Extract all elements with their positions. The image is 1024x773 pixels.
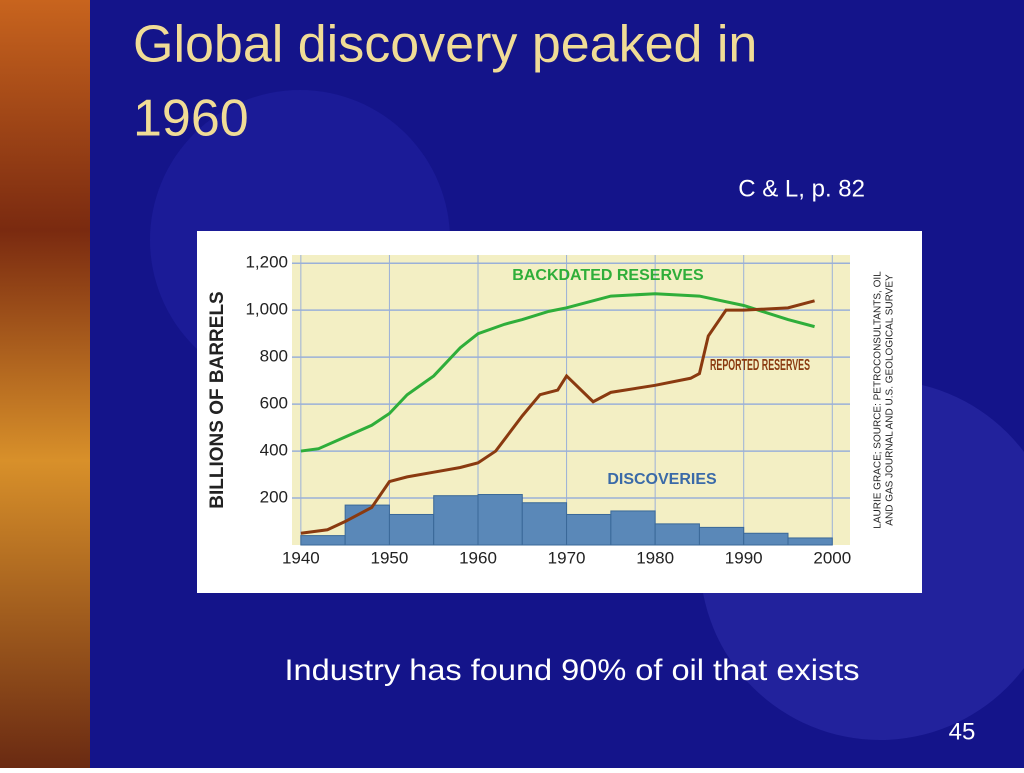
citation: C & L, p. 82 xyxy=(738,175,865,202)
discovery-bar xyxy=(743,532,789,546)
page-number: 45 xyxy=(949,718,976,745)
x-tick-label: 1970 xyxy=(548,548,586,567)
x-tick-label: 1960 xyxy=(459,548,497,567)
y-tick-label: 1,200 xyxy=(245,253,288,272)
discovery-bar xyxy=(521,502,568,546)
discovery-bar xyxy=(300,535,346,546)
x-tick-label: 1990 xyxy=(725,548,763,567)
source-note: AND GAS JOURNAL AND U.S. GEOLOGICAL SURV… xyxy=(885,274,896,526)
y-tick-label: 400 xyxy=(260,441,288,460)
x-tick-label: 1950 xyxy=(371,548,409,567)
series-label: REPORTED RESERVES xyxy=(710,357,810,374)
y-axis-label: BILLIONS OF BARRELS xyxy=(207,291,228,508)
series-line xyxy=(300,299,815,535)
discovery-bar xyxy=(787,537,833,546)
series-label: BACKDATED RESERVES xyxy=(512,267,704,284)
slide-title: 1960 xyxy=(133,90,249,148)
x-tick-label: 1980 xyxy=(636,548,674,567)
plot-area xyxy=(292,255,850,545)
caption: Industry has found 90% of oil that exist… xyxy=(285,654,860,687)
discovery-bar xyxy=(388,513,435,546)
discovery-bar xyxy=(433,495,479,546)
y-tick-label: 600 xyxy=(260,394,288,413)
y-tick-label: 800 xyxy=(260,347,288,366)
discovery-bar xyxy=(610,510,656,546)
source-note: LAURIE GRACE; SOURCE: PETROCONSULTANTS, … xyxy=(873,271,884,529)
discovery-bar xyxy=(566,513,612,546)
y-tick-label: 1,000 xyxy=(245,300,288,319)
discovery-bar xyxy=(654,523,700,546)
discovery-bar xyxy=(698,526,745,546)
series-label: DISCOVERIES xyxy=(607,471,717,488)
y-tick-label: 200 xyxy=(260,488,288,507)
x-tick-label: 2000 xyxy=(813,548,851,567)
series-line xyxy=(300,292,815,453)
side-strip xyxy=(0,0,90,768)
slide-title: Global discovery peaked in xyxy=(133,16,757,74)
discovery-bar xyxy=(477,494,523,546)
x-tick-label: 1940 xyxy=(282,548,320,567)
